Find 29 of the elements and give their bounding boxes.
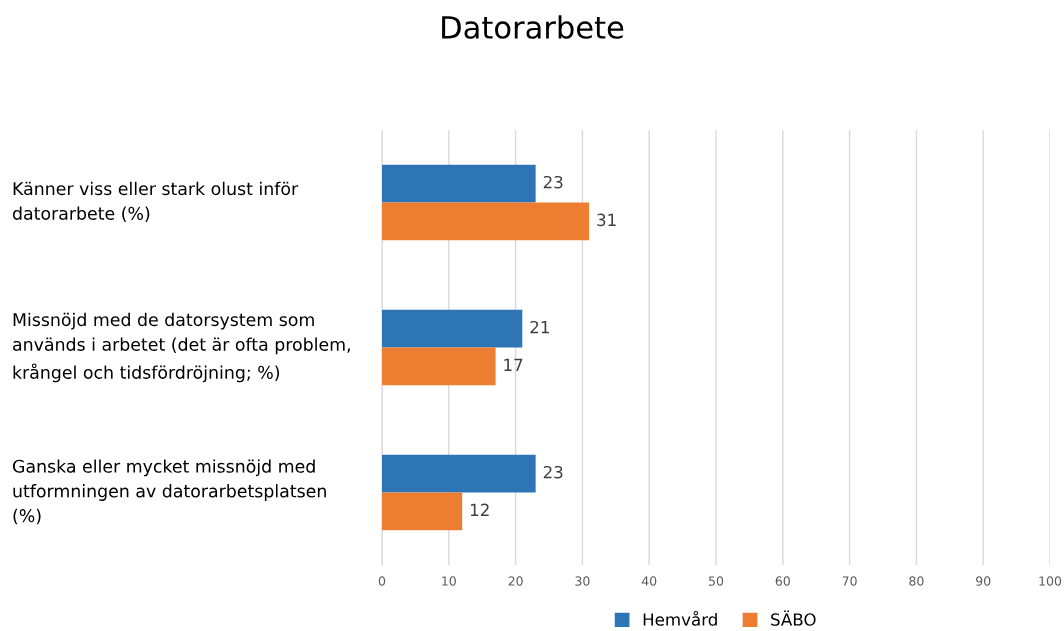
x-tick-label: 100 <box>1039 576 1062 586</box>
bar <box>382 309 523 348</box>
data-label: 23 <box>543 465 563 479</box>
bar <box>382 492 463 531</box>
y-tick-label: Känner viss eller stark olust inför datorarbete (%) <box>12 181 299 222</box>
data-label: 23 <box>543 175 563 189</box>
legend-label: Hemvård <box>643 610 717 626</box>
data-label: 17 <box>504 358 523 371</box>
legend-label: SÄBO <box>771 610 816 626</box>
x-tick-label: 90 <box>976 576 991 586</box>
bar <box>382 454 536 493</box>
bar <box>382 164 536 203</box>
data-label: 31 <box>597 213 616 227</box>
x-tick-label: 10 <box>442 576 456 586</box>
x-tick-label: 50 <box>709 576 724 586</box>
bar <box>382 347 496 386</box>
x-tick-label: 70 <box>842 576 857 586</box>
chart-title: Datorarbete <box>442 15 624 39</box>
x-tick-label: 60 <box>775 576 790 586</box>
data-label: 21 <box>530 320 549 334</box>
data-label: 12 <box>470 503 489 516</box>
x-tick-label: 0 <box>378 576 386 586</box>
y-tick-label: Ganska eller mycket missnöjd med utformningen av datorarbetsplatsen (%) <box>12 459 326 525</box>
x-tick-label: 80 <box>909 576 924 586</box>
bar <box>382 202 590 241</box>
x-tick-label: 20 <box>508 576 523 586</box>
x-tick-label: 40 <box>641 576 657 586</box>
y-tick-label: Missnöjd med de datorsystem som används i arbetet (det är ofta problem, krångel och tidsfördröjning; %) <box>13 312 350 383</box>
x-tick-label: 30 <box>575 576 590 586</box>
